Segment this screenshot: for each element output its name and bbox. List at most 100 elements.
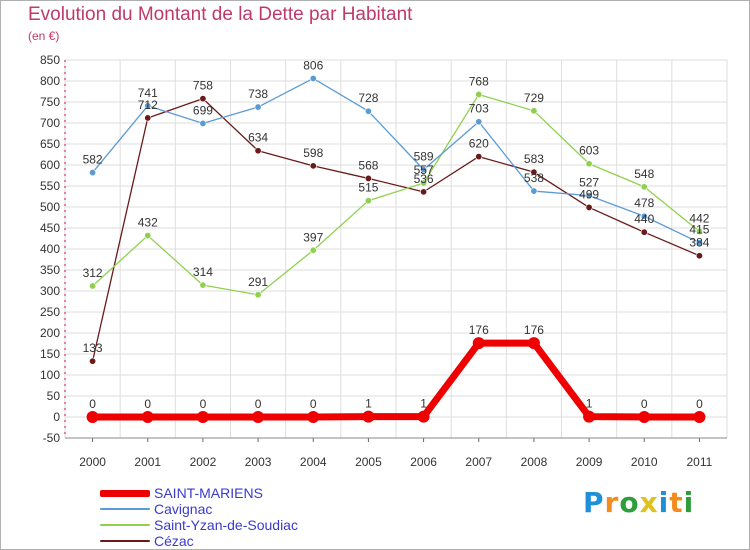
data-point [199,95,207,103]
data-point [86,411,99,423]
x-tick-label: 2002 [190,455,217,469]
data-label: 432 [138,216,158,230]
data-label: 0 [89,397,96,411]
data-point [141,411,154,423]
x-tick-label: 2006 [410,455,437,469]
y-tick-label: 550 [40,179,60,193]
data-point [640,183,648,191]
x-tick-label: 2010 [631,455,658,469]
data-point [530,107,538,115]
data-point [144,232,152,240]
data-point [307,411,320,423]
data-label: 442 [689,211,709,225]
x-tick-label: 2004 [300,455,327,469]
data-label: 0 [200,397,207,411]
data-label: 0 [310,397,317,411]
axes: -500501001502002503003504004505005506006… [40,53,727,469]
data-label: 589 [414,150,434,164]
data-point [475,153,483,161]
data-point [472,337,485,350]
y-tick-label: 250 [40,305,60,319]
data-label: 384 [689,236,709,250]
legend-label: SAINT-MARIENS [154,485,263,501]
data-point [309,162,317,170]
data-label: 741 [138,86,158,100]
data-point [527,337,540,350]
x-tick-label: 2007 [465,455,492,469]
data-label: 768 [469,74,489,88]
y-tick-label: -50 [43,431,61,445]
data-point [640,212,648,220]
legend-item: Saint-Yzan-de-Soudiac [100,517,420,533]
data-label: 515 [358,181,378,195]
data-point [199,281,207,289]
data-label: 582 [83,153,103,167]
legend-item: Cavignac [100,501,420,517]
data-label: 0 [641,397,648,411]
y-tick-label: 100 [40,368,60,382]
data-label: 548 [634,167,654,181]
data-label: 499 [579,187,599,201]
data-point [420,179,428,187]
data-label: 0 [255,397,262,411]
chart-title: Evolution du Montant de la Dette par Hab… [28,4,413,25]
data-label: 699 [193,103,213,117]
y-tick-label: 750 [40,95,60,109]
data-label: 634 [248,131,268,145]
legend-swatch [100,490,150,497]
data-labels: 133 712 758 634 598 568 536 620 583 499 440 384 312 4… [83,58,710,411]
logo-letter: i [683,486,695,519]
data-points [86,74,706,423]
data-label: 1 [420,397,427,411]
data-point [583,410,596,423]
data-label: 527 [579,176,599,190]
y-tick-label: 150 [40,347,60,361]
y-tick-label: 50 [47,389,61,403]
logo-letter: P [583,486,605,519]
y-tick-label: 200 [40,326,60,340]
y-tick-label: 800 [40,74,60,88]
series-lines [89,77,703,421]
data-label: 1 [365,397,372,411]
legend-item: SAINT-MARIENS [100,485,420,501]
y-tick-label: 500 [40,200,60,214]
data-point [693,411,706,423]
data-point [695,227,703,235]
data-point [364,174,372,182]
data-point [638,411,651,423]
legend-swatch [100,540,150,542]
data-label: 176 [524,323,544,337]
data-label: 0 [144,397,151,411]
data-label: 397 [303,230,323,244]
legend: SAINT-MARIENS Cavignac Saint-Yzan-de-Soudi… [100,485,420,549]
data-point [420,188,428,196]
data-label: 176 [469,323,489,337]
data-point [144,102,152,110]
data-point [530,187,538,195]
legend-label: Saint-Yzan-de-Soudiac [154,517,298,533]
proxiti-logo: Proxiti [583,486,694,519]
chart-unit: (en €) [28,29,60,43]
x-tick-label: 2011 [687,455,713,469]
data-point [585,203,593,211]
data-point [695,239,703,247]
data-label: 583 [524,152,544,166]
x-tick-label: 2008 [521,455,548,469]
data-label: 440 [634,212,654,226]
x-tick-label: 2009 [576,455,603,469]
data-label: 738 [248,87,268,101]
data-point [695,252,703,260]
y-tick-label: 600 [40,158,60,172]
data-point [254,291,262,299]
logo-letter: x [639,486,659,519]
data-point [364,197,372,205]
data-point [196,411,209,423]
series-line-0 [89,339,703,421]
series-line-3 [91,97,701,362]
data-point [254,103,262,111]
data-point [475,90,483,98]
data-point [585,192,593,200]
data-point [309,246,317,254]
data-point [309,74,317,82]
y-tick-label: 400 [40,242,60,256]
